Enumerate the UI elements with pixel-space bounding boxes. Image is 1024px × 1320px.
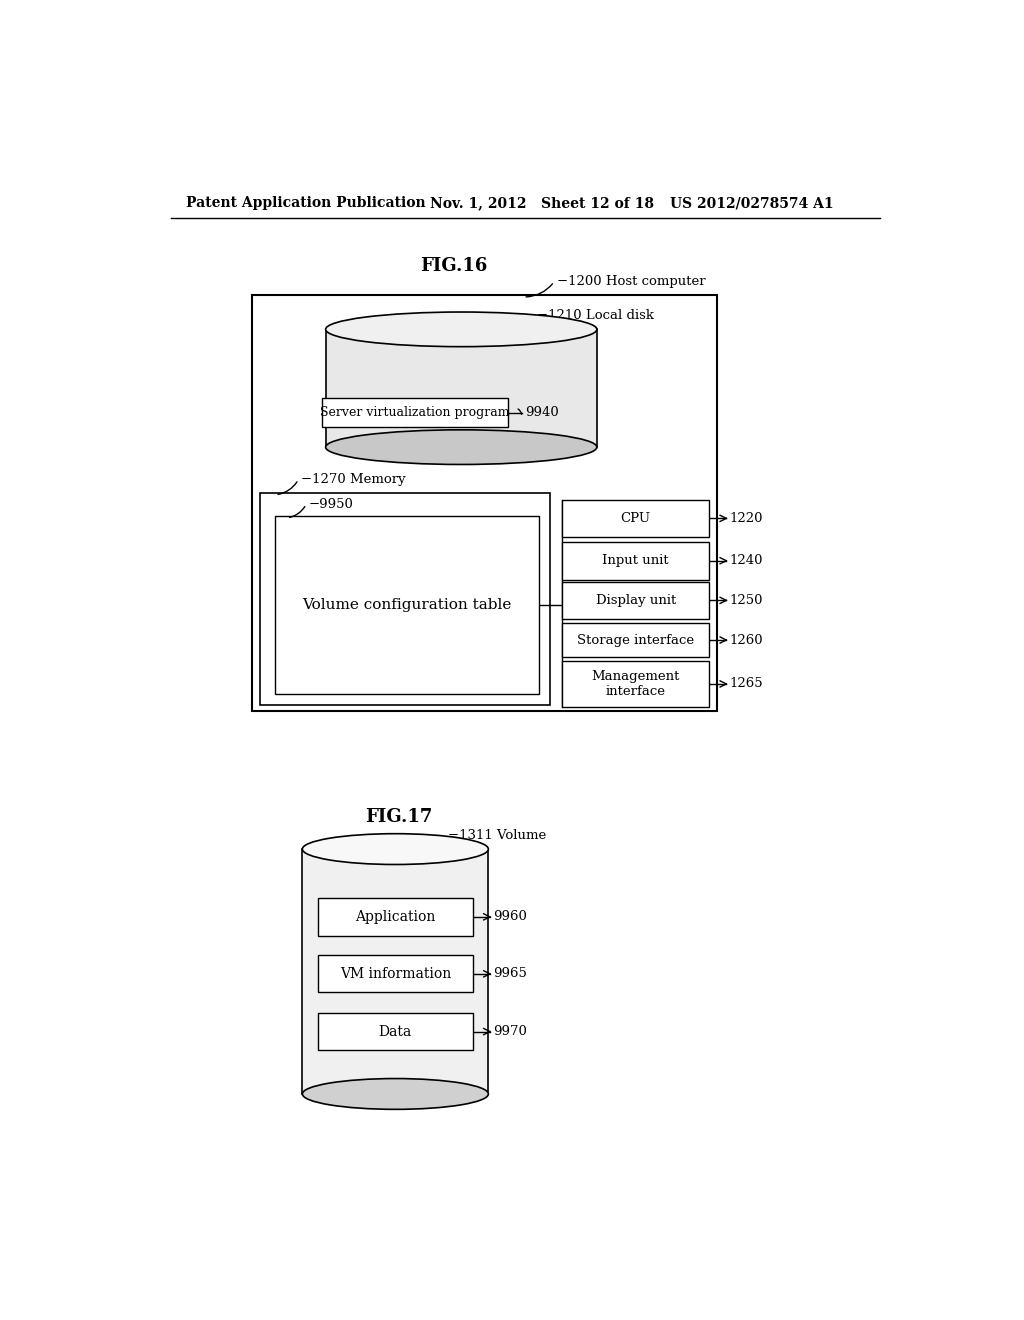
Text: Volume configuration table: Volume configuration table <box>302 598 512 612</box>
Text: Management
interface: Management interface <box>592 671 680 698</box>
Bar <box>562 499 710 537</box>
Bar <box>562 582 710 619</box>
Bar <box>275 516 539 693</box>
Text: Application: Application <box>355 909 435 924</box>
Bar <box>317 1014 473 1051</box>
Bar <box>302 849 488 1094</box>
Bar <box>562 661 710 706</box>
Bar <box>317 956 473 993</box>
Text: 9970: 9970 <box>493 1026 527 1038</box>
Text: 1250: 1250 <box>729 594 763 607</box>
Text: −1270 Memory: −1270 Memory <box>301 473 406 486</box>
Text: −1311 Volume: −1311 Volume <box>449 829 547 842</box>
Ellipse shape <box>326 430 597 465</box>
Ellipse shape <box>302 834 488 865</box>
Text: −1210 Local disk: −1210 Local disk <box>538 309 654 322</box>
Text: Patent Application Publication: Patent Application Publication <box>186 197 426 210</box>
Text: US 2012/0278574 A1: US 2012/0278574 A1 <box>671 197 835 210</box>
Text: FIG.16: FIG.16 <box>420 257 487 275</box>
Text: 1240: 1240 <box>729 554 763 568</box>
Bar <box>562 623 710 657</box>
Text: 9940: 9940 <box>524 407 558 418</box>
Text: Storage interface: Storage interface <box>578 634 694 647</box>
Text: 1265: 1265 <box>729 677 763 690</box>
Text: 9960: 9960 <box>493 911 527 924</box>
Text: −1200 Host computer: −1200 Host computer <box>557 275 706 288</box>
Text: −9950: −9950 <box>308 498 353 511</box>
Ellipse shape <box>326 312 597 347</box>
Text: VM information: VM information <box>340 966 451 981</box>
Text: CPU: CPU <box>621 512 650 525</box>
Text: FIG.17: FIG.17 <box>366 808 433 826</box>
Text: Server virtualization program: Server virtualization program <box>319 407 510 418</box>
Text: 9965: 9965 <box>493 968 527 981</box>
Bar <box>260 494 550 705</box>
Text: 1220: 1220 <box>729 512 763 525</box>
Bar <box>326 330 597 447</box>
Bar <box>252 296 717 711</box>
Text: Data: Data <box>379 1024 412 1039</box>
Bar <box>562 543 710 579</box>
Text: 1260: 1260 <box>729 634 763 647</box>
Text: Nov. 1, 2012   Sheet 12 of 18: Nov. 1, 2012 Sheet 12 of 18 <box>430 197 654 210</box>
Bar <box>317 898 473 936</box>
Bar <box>322 397 508 428</box>
Text: Input unit: Input unit <box>602 554 669 568</box>
Ellipse shape <box>302 1078 488 1109</box>
Text: Display unit: Display unit <box>596 594 676 607</box>
